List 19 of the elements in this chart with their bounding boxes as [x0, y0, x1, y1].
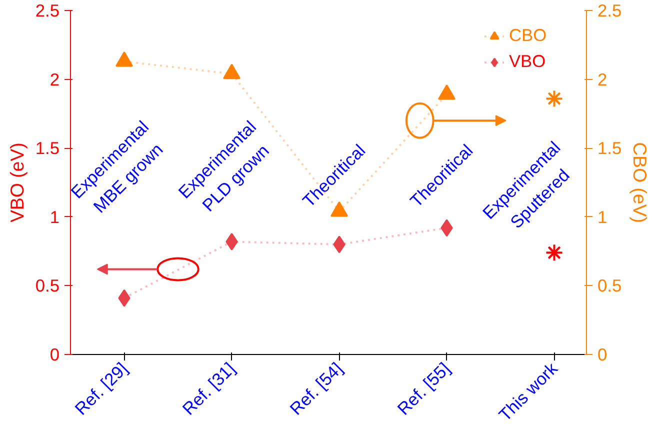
y-tick-label: 1.5: [35, 138, 60, 158]
y2-tick-label: 2: [598, 69, 608, 90]
legend-label: VBO: [509, 51, 546, 72]
y2-tick-label: 1: [598, 206, 608, 227]
y2-tick-label: 1.5: [598, 138, 622, 158]
y-tick-label: 0.5: [35, 276, 60, 296]
point: [116, 51, 133, 67]
point: [223, 64, 240, 80]
y2-axis-title: CBO (eV): [630, 142, 651, 223]
y-tick-label: 2: [50, 69, 60, 90]
y2-tick-label: 0.5: [598, 276, 622, 296]
y2-tick-label: 0: [598, 344, 608, 364]
y-tick-label: 2.5: [35, 0, 60, 20]
legend-label: CBO: [509, 25, 547, 46]
point: [438, 84, 456, 100]
y-tick-label: 1: [50, 206, 60, 227]
y-tick-label: 0: [50, 344, 60, 364]
y2-tick-label: 2.5: [598, 0, 622, 20]
y-axis-title: VBO (eV): [6, 142, 28, 222]
